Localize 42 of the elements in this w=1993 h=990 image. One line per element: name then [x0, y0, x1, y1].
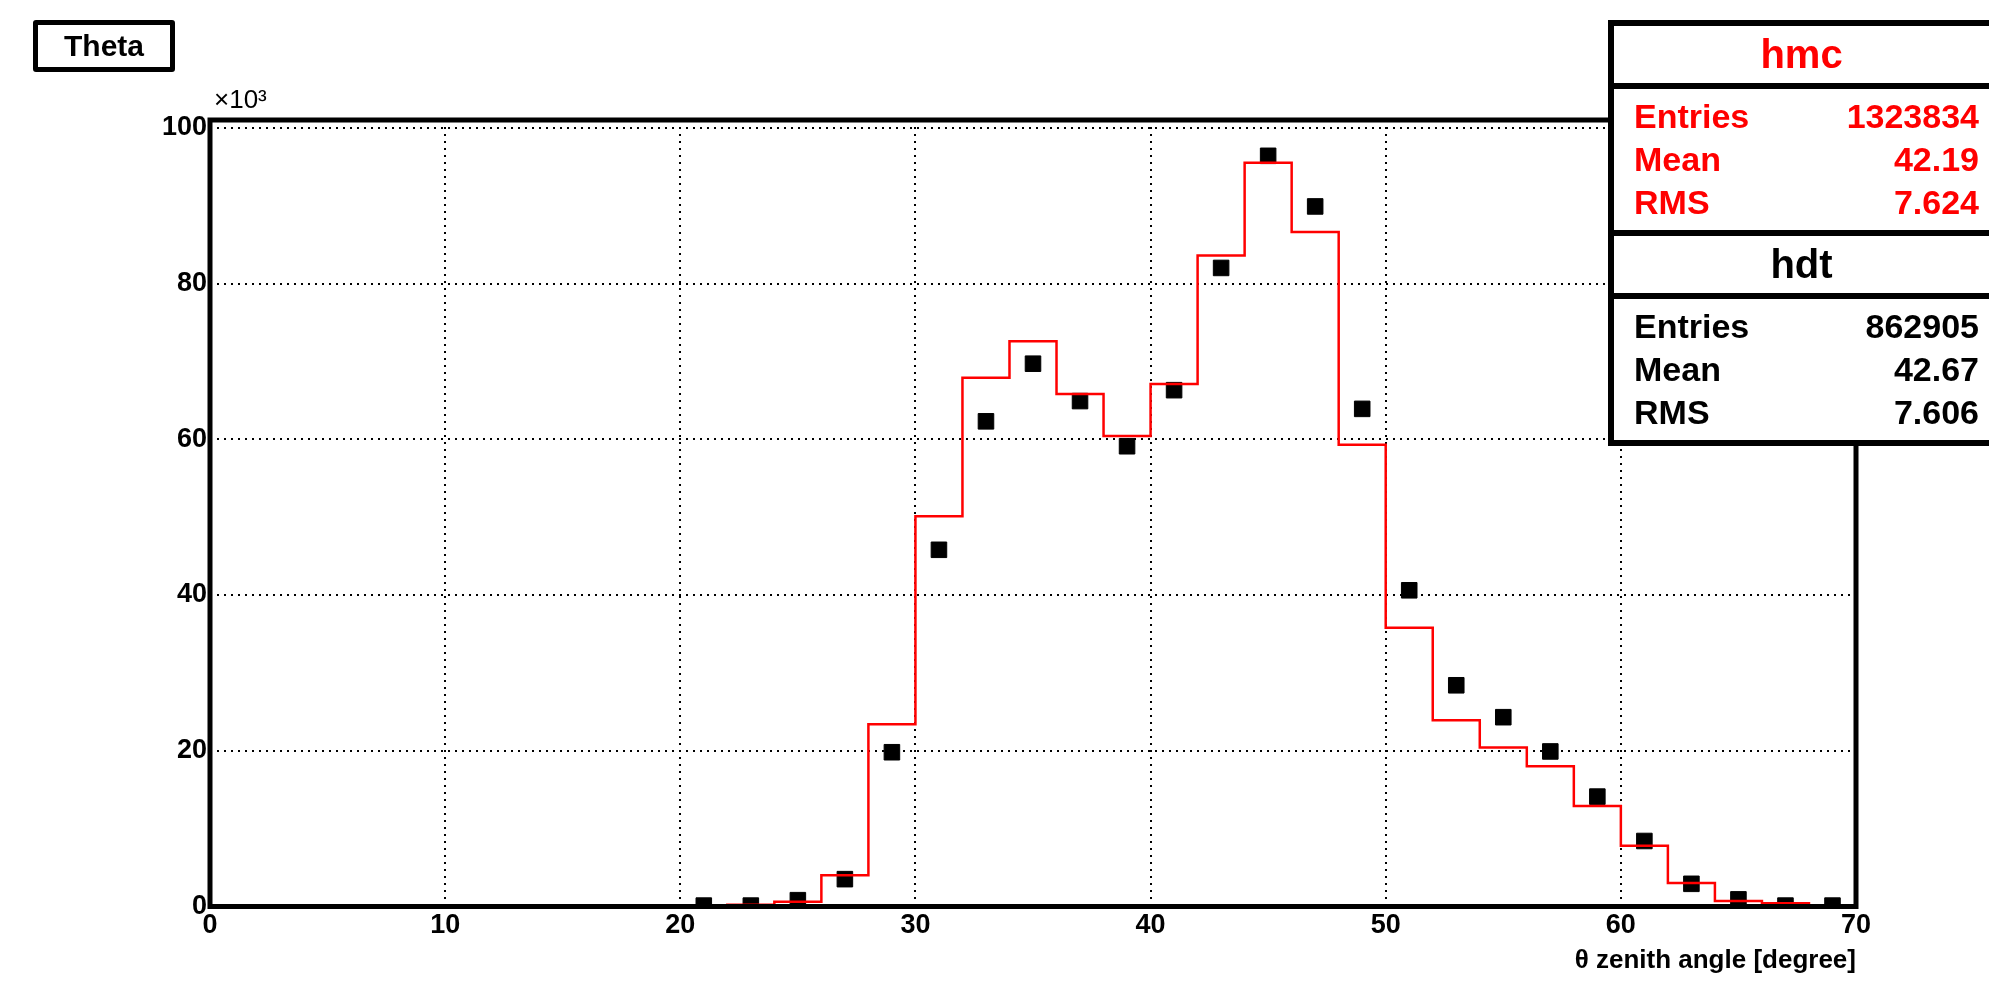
annotation: Mean — [1634, 350, 1721, 389]
annotation: Entries — [1634, 307, 1750, 346]
point — [1212, 259, 1230, 277]
point — [1542, 743, 1559, 760]
x-tick-label: 60 — [1605, 909, 1636, 940]
text: 7.606 — [1893, 393, 1979, 432]
x-tick-label: 10 — [430, 909, 461, 940]
text: ×10³ — [214, 84, 267, 115]
x-axis-title: θ zenith angle [degree] — [1574, 943, 1856, 974]
text: hmc — [1614, 26, 1989, 89]
point — [1495, 708, 1512, 726]
point — [1118, 437, 1136, 455]
text: 42.67 — [1893, 350, 1979, 389]
y-tick-label: 80 — [176, 266, 207, 297]
chart-title: Theta — [33, 20, 176, 72]
annotation: Entries — [1634, 97, 1750, 136]
text: hdt — [1614, 236, 1989, 299]
point — [1589, 788, 1606, 805]
annotation: Mean — [1634, 140, 1721, 179]
x-tick-label: 50 — [1370, 909, 1401, 940]
y-tick-label: 60 — [176, 422, 207, 453]
point — [1353, 400, 1371, 418]
x-tick-label: 40 — [1135, 909, 1166, 940]
text: 42.19 — [1893, 140, 1979, 179]
point — [1447, 677, 1465, 694]
x-tick-label: 70 — [1840, 909, 1872, 940]
y-tick-label: 40 — [176, 578, 207, 609]
annotation: 1323834 — [1846, 97, 1979, 136]
point — [1024, 355, 1042, 372]
point — [1400, 582, 1418, 599]
x-tick-label: 30 — [900, 909, 931, 940]
x-tick-label: 20 — [665, 909, 696, 940]
y-tick-label: 20 — [176, 734, 207, 765]
text: 7.624 — [1893, 183, 1979, 222]
point — [883, 743, 901, 761]
annotation: RMS — [1634, 393, 1710, 432]
y-tick-label: 100 — [161, 111, 207, 142]
annotation: RMS — [1634, 183, 1710, 222]
point — [930, 541, 948, 559]
text: 862905 — [1865, 307, 1979, 346]
point — [977, 413, 995, 430]
point — [1306, 198, 1324, 215]
